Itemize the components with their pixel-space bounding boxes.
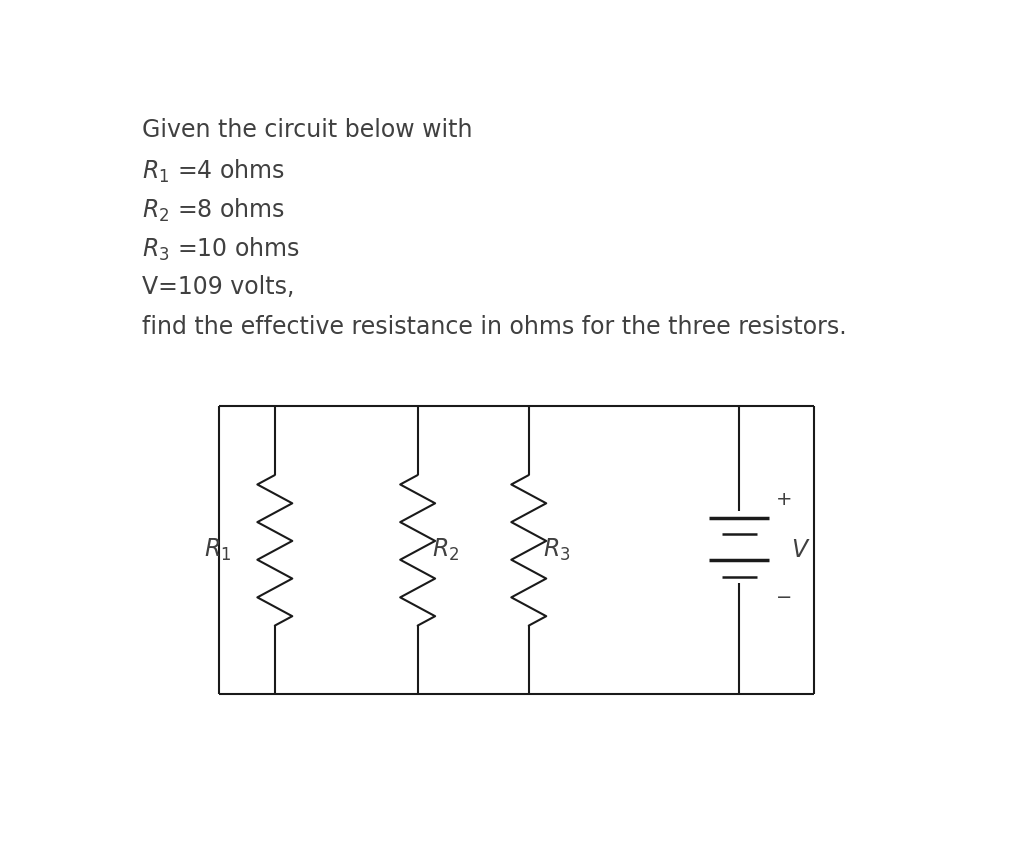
Text: $R_3$: $R_3$ [543,537,570,564]
Text: $R_3$ =10 ohms: $R_3$ =10 ohms [142,236,300,264]
Text: $R_2$: $R_2$ [432,537,459,564]
Text: Given the circuit below with: Given the circuit below with [142,118,473,142]
Text: −: − [775,588,792,607]
Text: $R_1$: $R_1$ [204,537,231,564]
Text: $V$: $V$ [792,538,811,563]
Text: $R_2$ =8 ohms: $R_2$ =8 ohms [142,197,286,224]
Text: +: + [775,490,793,509]
Text: find the effective resistance in ohms for the three resistors.: find the effective resistance in ohms fo… [142,314,847,338]
Text: $R_1$ =4 ohms: $R_1$ =4 ohms [142,157,286,184]
Text: V=109 volts,: V=109 volts, [142,275,295,299]
